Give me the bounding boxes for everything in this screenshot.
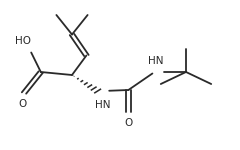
Text: O: O <box>19 99 27 109</box>
Text: O: O <box>124 118 132 128</box>
Text: HN: HN <box>96 100 111 111</box>
Text: HN: HN <box>148 56 164 66</box>
Text: HO: HO <box>15 36 31 46</box>
